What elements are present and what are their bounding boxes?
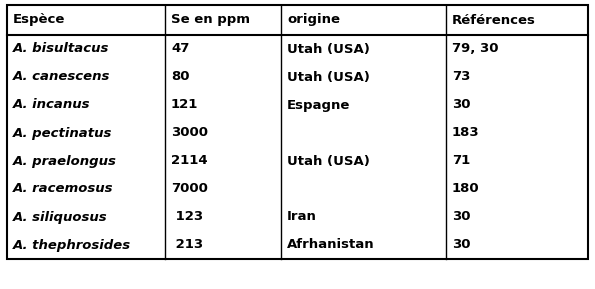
Text: A. racemosus: A. racemosus — [13, 182, 114, 195]
Text: Références: Références — [452, 14, 536, 27]
Text: A. bisultacus: A. bisultacus — [13, 42, 109, 55]
Text: 47: 47 — [171, 42, 189, 55]
Text: A. siliquosus: A. siliquosus — [13, 210, 108, 223]
Text: A. praelongus: A. praelongus — [13, 155, 117, 168]
Text: 2114: 2114 — [171, 155, 208, 168]
Bar — [7, 5, 588, 259]
Text: Utah (USA): Utah (USA) — [287, 42, 370, 55]
Text: 7000: 7000 — [171, 182, 208, 195]
Text: Utah (USA): Utah (USA) — [287, 71, 370, 84]
Text: Afrhanistan: Afrhanistan — [287, 238, 375, 251]
Text: 73: 73 — [452, 71, 471, 84]
Text: 30: 30 — [452, 210, 471, 223]
Text: 123: 123 — [171, 210, 203, 223]
Text: 121: 121 — [171, 99, 198, 112]
Text: Espagne: Espagne — [287, 99, 350, 112]
Text: Utah (USA): Utah (USA) — [287, 155, 370, 168]
Text: Espèce: Espèce — [13, 14, 65, 27]
Text: 30: 30 — [452, 238, 471, 251]
Text: Se en ppm: Se en ppm — [171, 14, 250, 27]
Text: 79, 30: 79, 30 — [452, 42, 499, 55]
Text: 3000: 3000 — [171, 127, 208, 140]
Text: A. incanus: A. incanus — [13, 99, 90, 112]
Text: 213: 213 — [171, 238, 203, 251]
Text: origine: origine — [287, 14, 340, 27]
Text: A. pectinatus: A. pectinatus — [13, 127, 112, 140]
Text: A. canescens: A. canescens — [13, 71, 111, 84]
Text: Iran: Iran — [287, 210, 317, 223]
Text: A. thephrosides: A. thephrosides — [13, 238, 131, 251]
Text: 183: 183 — [452, 127, 480, 140]
Text: 180: 180 — [452, 182, 480, 195]
Text: 71: 71 — [452, 155, 470, 168]
Text: 80: 80 — [171, 71, 189, 84]
Text: 30: 30 — [452, 99, 471, 112]
